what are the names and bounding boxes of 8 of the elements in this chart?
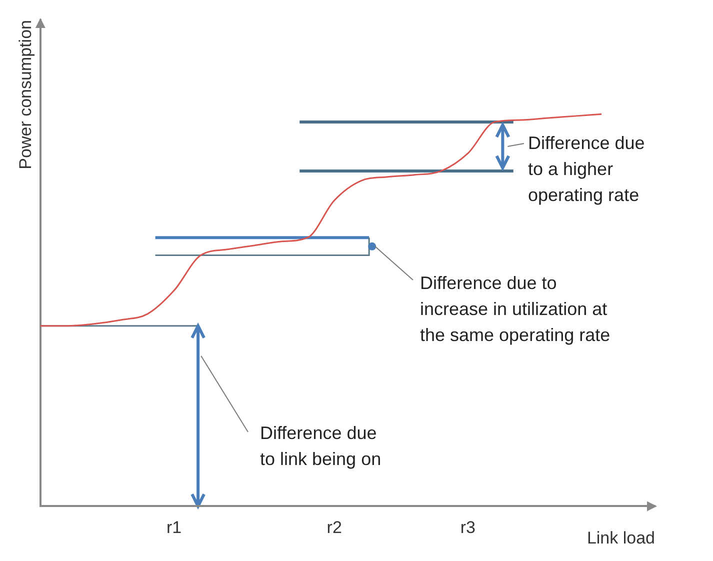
x-tick-label: r3 [460, 518, 476, 538]
annotation: Difference due to link being on [260, 422, 382, 471]
y-axis-title: Power consumption [16, 20, 35, 170]
annotation: Difference due to increase in utilization at the same operating rate [420, 272, 610, 347]
x-tick-label: r2 [326, 518, 342, 538]
annotation: Difference due to a higher operating rate [528, 132, 645, 207]
x-tick-label: r1 [166, 518, 182, 538]
x-axis-title: Link load [586, 528, 655, 548]
